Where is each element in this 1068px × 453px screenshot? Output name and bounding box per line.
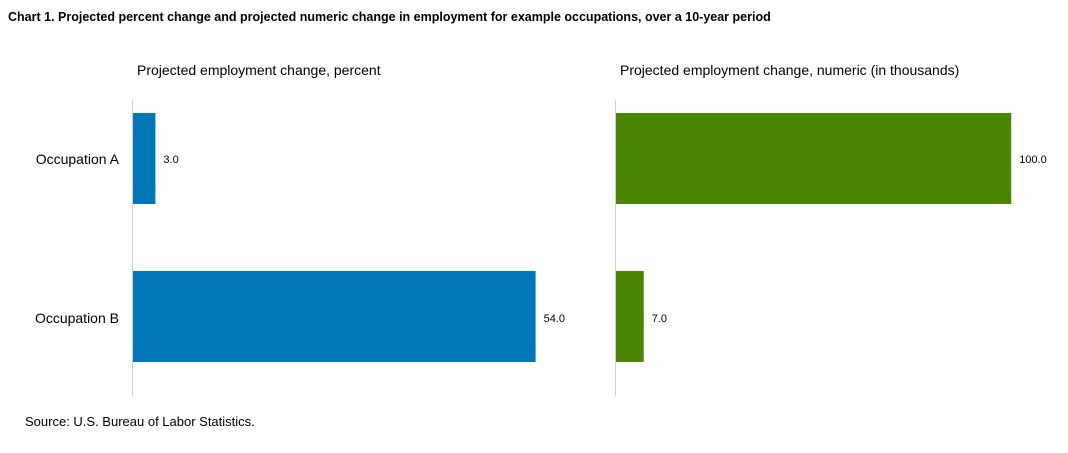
numeric-panel-title: Projected employment change, numeric (in…: [620, 62, 959, 78]
percent-panel-title: Projected employment change, percent: [137, 62, 381, 78]
category-label-occupation-b: Occupation B: [35, 310, 119, 326]
percent-label-occupation-b: 54.0: [544, 313, 565, 325]
percent-bar-occupation-a: [133, 113, 156, 204]
chart-title: Chart 1. Projected percent change and pr…: [8, 10, 771, 24]
numeric-label-occupation-b: 7.0: [652, 313, 667, 325]
numeric-bar-occupation-b: [616, 271, 644, 362]
percent-bar-occupation-b: [133, 271, 536, 362]
source-note: Source: U.S. Bureau of Labor Statistics.: [25, 414, 255, 429]
percent-label-occupation-a: 3.0: [163, 154, 178, 166]
category-label-occupation-a: Occupation A: [36, 151, 120, 167]
percent-panel: Projected employment change, percent Occ…: [35, 62, 565, 396]
numeric-label-occupation-a: 100.0: [1019, 154, 1047, 166]
numeric-panel: Projected employment change, numeric (in…: [615, 62, 1047, 396]
numeric-bar-occupation-a: [616, 113, 1012, 204]
